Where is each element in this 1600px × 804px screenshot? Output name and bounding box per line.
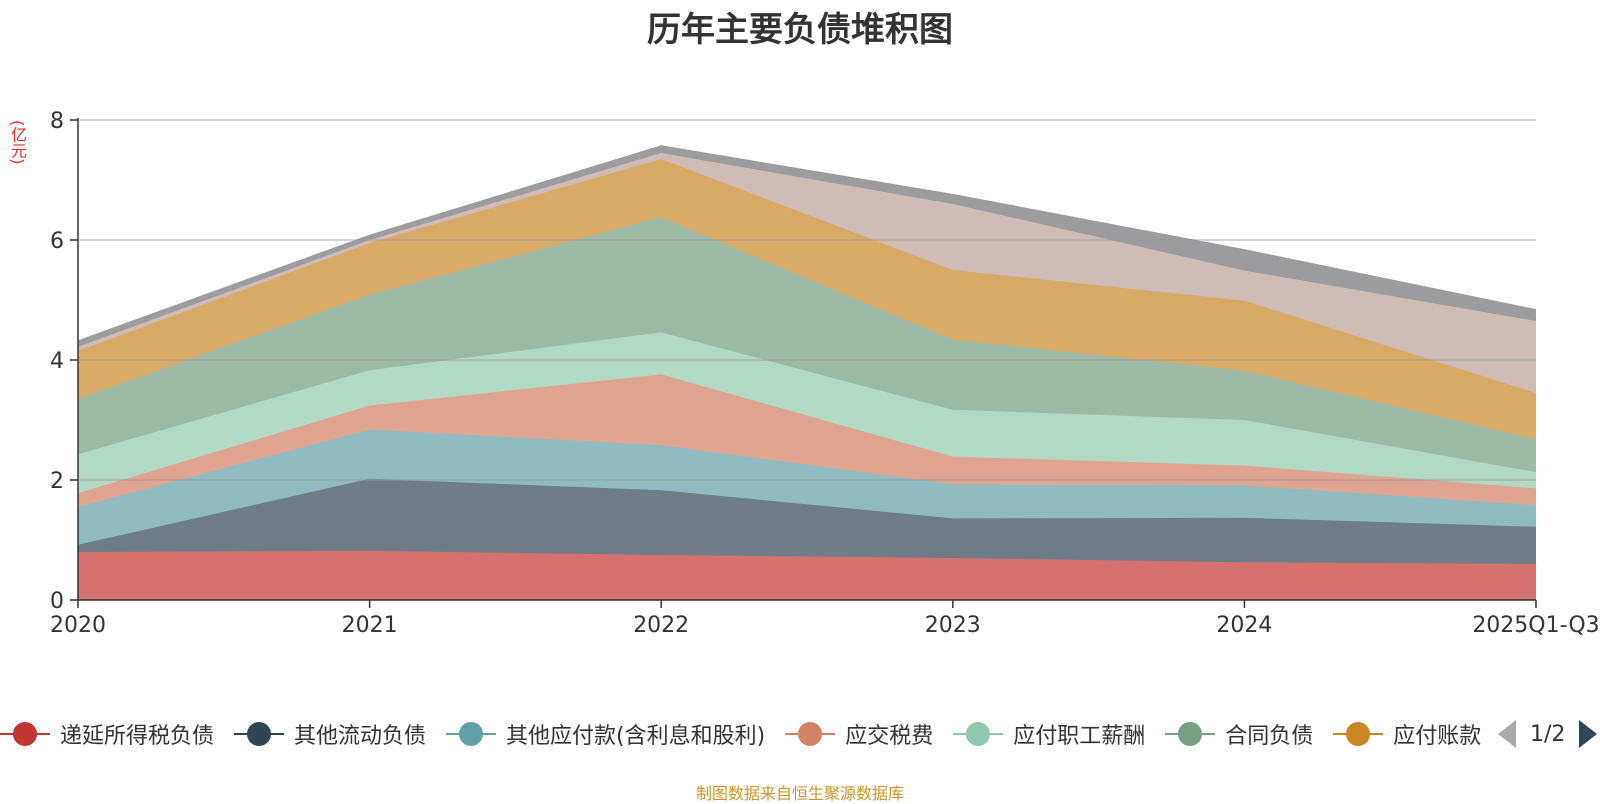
legend-item-3[interactable]: 应交税费 <box>785 716 933 752</box>
legend-marker-icon <box>234 722 285 746</box>
legend-marker-icon <box>446 722 497 746</box>
legend-marker-icon <box>785 722 836 746</box>
legend-marker-icon <box>0 722 50 746</box>
x-tick-label: 2021 <box>342 613 398 638</box>
area-series-3 <box>78 374 1536 507</box>
legend-label: 应交税费 <box>845 724 934 749</box>
legend-marker-icon <box>1165 722 1216 746</box>
legend-marker-icon <box>953 722 1004 746</box>
legend-item-4[interactable]: 应付职工薪酬 <box>953 716 1145 752</box>
legend: 递延所得税负债 其他流动负债 其他应付款(含利息和股利) 应交税费 应付职工薪酬 合同负债… <box>0 716 1500 752</box>
area-series-2 <box>78 429 1536 545</box>
x-tick-label: 2024 <box>1216 613 1272 638</box>
area-series-4 <box>78 332 1536 494</box>
legend-next-arrow-icon[interactable] <box>1579 720 1598 748</box>
y-tick-label: 4 <box>50 349 64 374</box>
area-series-1 <box>78 478 1536 564</box>
y-tick-label: 0 <box>50 589 64 614</box>
legend-label: 其他应付款(含利息和股利) <box>506 724 766 749</box>
legend-item-6[interactable]: 应付账款 <box>1333 716 1481 752</box>
legend-page-indicator: 1/2 <box>1530 721 1566 747</box>
legend-pager: 1/2 <box>1498 716 1598 752</box>
y-tick-label: 8 <box>50 109 64 134</box>
x-tick-label: 2022 <box>633 613 689 638</box>
area-series-5 <box>78 217 1536 473</box>
y-tick-label: 6 <box>50 229 64 254</box>
legend-label: 递延所得税负债 <box>60 724 215 749</box>
x-tick-label: 2023 <box>925 613 981 638</box>
y-tick-label: 2 <box>50 469 64 494</box>
area-series-0 <box>78 550 1536 600</box>
x-tick-label: 2020 <box>50 613 106 638</box>
area-series-7 <box>78 153 1536 393</box>
y-axis-unit-label: (亿元) <box>8 120 27 165</box>
legend-item-0[interactable]: 递延所得税负债 <box>0 716 214 752</box>
chart-title: 历年主要负债堆积图 <box>647 10 953 50</box>
legend-item-5[interactable]: 合同负债 <box>1165 716 1313 752</box>
legend-prev-arrow-icon[interactable] <box>1498 720 1516 748</box>
legend-label: 应付职工薪酬 <box>1013 724 1146 749</box>
legend-label: 合同负债 <box>1225 724 1314 749</box>
area-edge-8 <box>77 145 1537 342</box>
legend-label: 应付账款 <box>1393 724 1482 749</box>
legend-item-1[interactable]: 其他流动负债 <box>234 716 426 752</box>
legend-marker-icon <box>1333 722 1384 746</box>
source-note: 制图数据来自恒生聚源数据库 <box>695 784 904 803</box>
area-series-6 <box>78 159 1536 440</box>
x-tick-label: 2025Q1-Q3 <box>1472 613 1599 638</box>
legend-item-2[interactable]: 其他应付款(含利息和股利) <box>446 716 765 752</box>
legend-label: 其他流动负债 <box>294 724 427 749</box>
